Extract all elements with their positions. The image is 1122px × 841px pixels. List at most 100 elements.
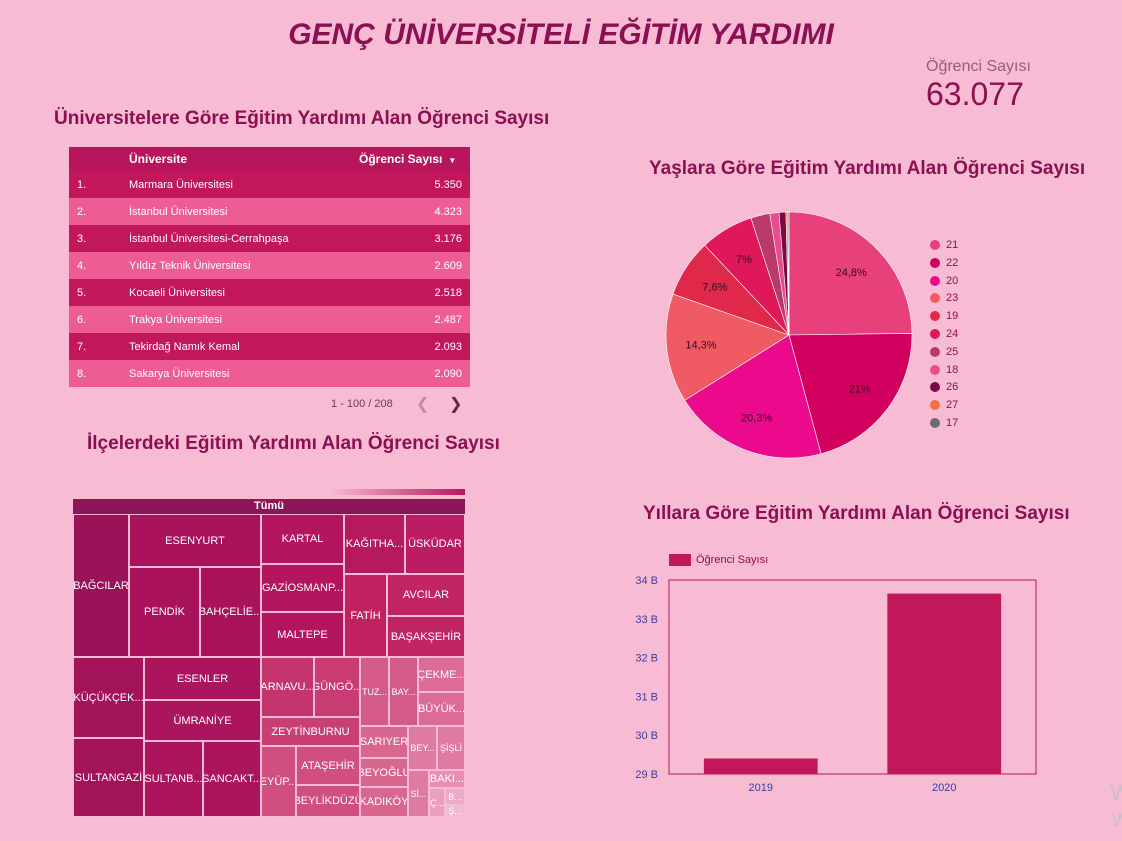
legend-item[interactable]: 23: [930, 292, 958, 304]
treemap-cell[interactable]: BEY...: [408, 726, 437, 770]
university-name: İstanbul Üniversitesi-Cerrahpaşa: [129, 225, 359, 252]
pie-slice-17[interactable]: [787, 211, 790, 336]
university-name: Trakya Üniversitesi: [129, 306, 359, 333]
pie-slice-20[interactable]: [684, 334, 822, 459]
column-header-university[interactable]: Üniversite: [129, 147, 359, 171]
treemap-cell[interactable]: PENDİK: [129, 567, 200, 657]
bar-2019[interactable]: [703, 758, 818, 774]
legend-item[interactable]: 24: [930, 328, 958, 340]
treemap-cell[interactable]: EYÜP...: [261, 746, 296, 817]
treemap-cell[interactable]: KAĞITHA...: [344, 514, 405, 574]
treemap-cell[interactable]: BEYOĞLU: [360, 758, 408, 787]
treemap-cell[interactable]: Ç...: [429, 788, 445, 817]
plot-frame: [668, 579, 1037, 775]
legend-item[interactable]: 18: [930, 364, 958, 376]
treemap-cell[interactable]: MALTEPE: [261, 612, 344, 657]
watermark-text-2: W: [1112, 810, 1122, 830]
treemap-cell[interactable]: Ş...: [445, 805, 465, 817]
table-row[interactable]: 4. Yıldız Teknik Üniversitesi 2.609: [69, 252, 470, 279]
treemap-cell[interactable]: ÇEKME...: [418, 657, 465, 692]
watermark-text: W: [1110, 780, 1122, 805]
treemap-cell[interactable]: BAŞAKŞEHİR: [387, 616, 465, 657]
pie-data-label: 20,3%: [741, 412, 772, 424]
treemap-cell[interactable]: FATİH: [344, 574, 387, 657]
legend-label: 25: [946, 345, 959, 358]
treemap-cell[interactable]: SANCAKT...: [203, 741, 261, 817]
row-number: 5.: [69, 279, 129, 306]
pie-slice-21[interactable]: [788, 211, 913, 336]
treemap-cell[interactable]: BEYLİKDÜZÜ: [296, 785, 360, 817]
treemap-cell[interactable]: KÜÇÜKÇEK...: [73, 657, 144, 738]
row-number: 3.: [69, 225, 129, 252]
legend-swatch: [930, 364, 940, 375]
bar-2020[interactable]: [887, 593, 1002, 774]
treemap-cell[interactable]: BAHÇELİE...: [200, 567, 261, 657]
chevron-right-icon[interactable]: ❯: [449, 396, 463, 413]
legend-item[interactable]: 25: [930, 346, 958, 358]
table-row[interactable]: 6. Trakya Üniversitesi 2.487: [69, 306, 470, 333]
chevron-left-icon[interactable]: ❮: [416, 396, 430, 413]
legend-item[interactable]: 19: [930, 310, 958, 322]
legend-item[interactable]: 21: [930, 239, 958, 251]
y-tick-label: 34 B: [635, 575, 658, 587]
treemap-cell[interactable]: SULTANGAZİ: [73, 738, 144, 817]
legend-item[interactable]: 17: [930, 417, 958, 429]
table-row[interactable]: 3. İstanbul Üniversitesi-Cerrahpaşa 3.176: [69, 225, 470, 252]
kpi-label: Öğrenci Sayısı: [926, 58, 1031, 75]
treemap-cell[interactable]: BAY...: [389, 657, 418, 726]
treemap-cell[interactable]: BAKI...: [429, 770, 465, 788]
university-name: İstanbul Üniversitesi: [129, 198, 359, 225]
treemap-cell[interactable]: ÜMRANİYE: [144, 700, 261, 741]
treemap-cell[interactable]: ŞİŞLİ: [437, 726, 465, 770]
legend-swatch: [930, 346, 940, 357]
column-header-student-count[interactable]: Öğrenci Sayısı ▼: [359, 147, 470, 171]
table-row[interactable]: 2. İstanbul Üniversitesi 4.323: [69, 198, 470, 225]
legend-label: 27: [946, 399, 959, 412]
legend-swatch: [930, 275, 940, 286]
treemap-cell[interactable]: GAZİOSMANP...: [261, 564, 344, 612]
student-count: 3.176: [359, 225, 470, 252]
legend-item[interactable]: 22: [930, 257, 958, 269]
age-pie-title: Yaşlara Göre Eğitim Yardımı Alan Öğrenci…: [649, 158, 1086, 179]
treemap-cell[interactable]: TUZ...: [360, 657, 389, 726]
legend-item[interactable]: 20: [930, 275, 958, 287]
pie-data-label: 21%: [849, 383, 871, 395]
treemap-cell[interactable]: GÜNGÖ...: [314, 657, 360, 717]
table-row[interactable]: 5. Kocaeli Üniversitesi 2.518: [69, 279, 470, 306]
treemap-color-scale: [330, 489, 465, 495]
legend-label: 18: [946, 363, 959, 376]
table-row[interactable]: 1. Marmara Üniversitesi 5.350: [69, 171, 470, 198]
treemap-cell[interactable]: KARTAL: [261, 514, 344, 564]
treemap-cell[interactable]: KADIKÖY: [360, 787, 408, 817]
treemap-cell[interactable]: ESENYURT: [129, 514, 261, 567]
treemap-cell[interactable]: SARIYER: [360, 726, 408, 758]
x-tick-label: 2019: [749, 782, 773, 794]
kpi-value: 63.077: [926, 76, 1024, 112]
treemap-cell[interactable]: BÜYÜK...: [418, 692, 465, 726]
treemap-cell[interactable]: ZEYTİNBURNU: [261, 717, 360, 746]
pie-slice-23[interactable]: [665, 293, 790, 401]
legend-item[interactable]: 27: [930, 399, 958, 411]
legend-label: 22: [946, 256, 959, 269]
treemap-cell[interactable]: ESENLER: [144, 657, 261, 700]
legend-label: 26: [946, 381, 959, 394]
treemap-cell[interactable]: Sİ...: [408, 770, 429, 817]
student-count: 4.323: [359, 198, 470, 225]
university-table: Üniversite Öğrenci Sayısı ▼ 1. Marmara Üni…: [69, 147, 470, 387]
table-row[interactable]: 8. Sakarya Üniversitesi 2.090: [69, 360, 470, 387]
treemap-cell[interactable]: BAĞCILAR: [73, 514, 129, 657]
student-count: 2.487: [359, 306, 470, 333]
legend-item[interactable]: 26: [930, 381, 958, 393]
table-row[interactable]: 7. Tekirdağ Namık Kemal 2.093: [69, 333, 470, 360]
university-name: Sakarya Üniversitesi: [129, 360, 359, 387]
legend-label: 17: [946, 417, 959, 429]
treemap-cell[interactable]: ATAŞEHİR: [296, 746, 360, 785]
student-count: 2.609: [359, 252, 470, 279]
treemap-cell[interactable]: AVCILAR: [387, 574, 465, 616]
pie-slice-22[interactable]: [788, 333, 913, 455]
legend-label: 20: [946, 274, 959, 287]
treemap-cell[interactable]: SULTANB...: [144, 741, 203, 817]
treemap-cell[interactable]: B...: [445, 788, 465, 805]
treemap-cell[interactable]: ÜSKÜDAR: [405, 514, 465, 574]
treemap-cell[interactable]: ARNAVU...: [261, 657, 314, 717]
